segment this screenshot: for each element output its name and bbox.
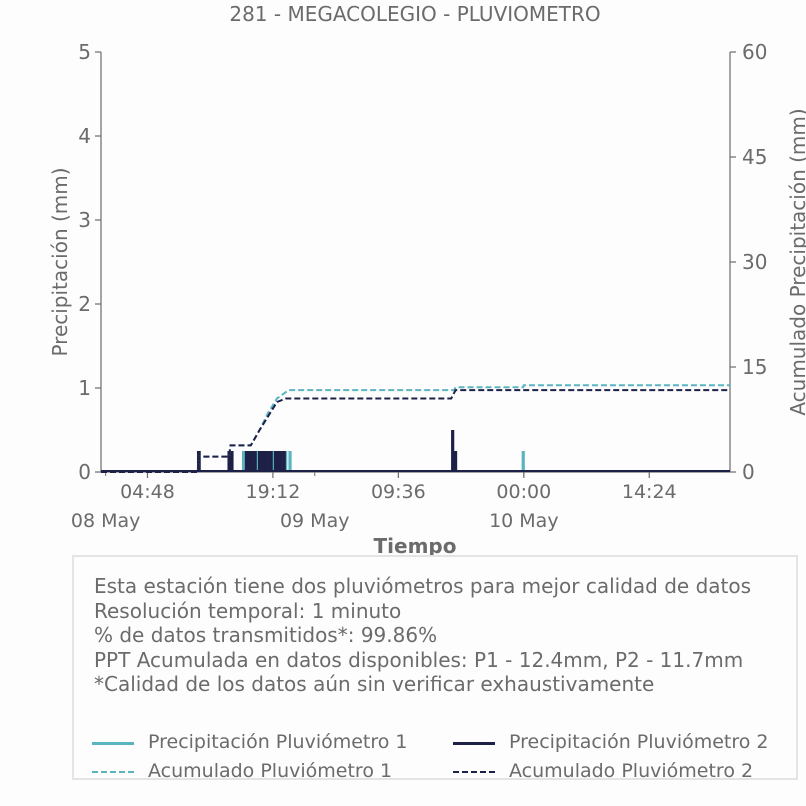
cumulative-lines-layer xyxy=(101,384,730,473)
bar-pluviometro-2 xyxy=(279,451,283,472)
legend-label: Precipitación Pluviómetro 2 xyxy=(509,731,769,753)
x-tick-label: 09:36 xyxy=(371,481,426,503)
bar-pluviometro-2 xyxy=(244,451,249,472)
info-line-accumulated: PPT Acumulada en datos disponibles: P1 -… xyxy=(94,647,744,672)
y-tick-label: 1 xyxy=(78,376,91,400)
y-tick-label: 5 xyxy=(78,40,91,64)
legend-swatch-p2-precip xyxy=(453,742,495,745)
bar-pluviometro-2 xyxy=(257,451,262,472)
y2-tick-label: 60 xyxy=(742,40,767,64)
y-tick-label: 2 xyxy=(78,292,91,316)
legend-label: Precipitación Pluviómetro 1 xyxy=(148,731,408,753)
legend-swatch-p1-cum xyxy=(92,771,134,773)
bar-pluviometro-2 xyxy=(276,451,281,472)
legend-label: Acumulado Pluviómetro 2 xyxy=(509,760,754,782)
bar-pluviometro-2 xyxy=(451,430,455,472)
y2-tick-label: 30 xyxy=(742,250,767,274)
info-line-quality-note: *Calidad de los datos aún sin verificar … xyxy=(94,672,655,696)
bar-pluviometro-2 xyxy=(197,451,201,472)
bars-layer xyxy=(101,430,730,472)
x-date-label: 08 May xyxy=(71,510,141,532)
bar-pluviometro-2 xyxy=(260,451,265,472)
legend-label: Acumulado Pluviómetro 1 xyxy=(148,760,393,782)
x-axis-label: Tiempo xyxy=(374,534,457,558)
legend-swatch-p1-precip xyxy=(92,742,134,745)
x-tick-label: 04:48 xyxy=(120,481,175,503)
y-tick-label: 4 xyxy=(78,124,91,148)
y2-axis-label: Acumulado Precipitación (mm) xyxy=(786,108,806,415)
y-tick-label: 0 xyxy=(78,460,91,484)
x-tick-label: 14:24 xyxy=(622,481,677,503)
bar-pluviometro-2 xyxy=(273,451,278,472)
x-date-label: 09 May xyxy=(280,510,350,532)
precipitation-chart: 281 - MEGACOLEGIO - PLUVIOMETRO 01234501… xyxy=(48,2,806,558)
bar-pluviometro-2 xyxy=(253,451,257,472)
cumulative-line-pluviometro-2 xyxy=(101,389,730,473)
y-tick-label: 3 xyxy=(78,208,91,232)
bar-pluviometro-2 xyxy=(247,451,251,472)
info-line-resolution: Resolución temporal: 1 minuto xyxy=(94,598,402,623)
info-box: Esta estación tiene dos pluviómetros par… xyxy=(72,555,798,782)
y2-tick-label: 15 xyxy=(742,355,767,379)
info-line-transmitted: % de datos transmitidos*: 99.86% xyxy=(94,623,438,647)
bar-pluviometro-1 xyxy=(288,451,292,472)
bar-pluviometro-2 xyxy=(282,451,286,472)
bar-pluviometro-1 xyxy=(521,451,525,472)
y2-tick-label: 45 xyxy=(742,145,767,169)
bar-pluviometro-2 xyxy=(453,451,458,472)
x-date-label: 10 May xyxy=(489,510,559,532)
y-axis-label: Precipitación (mm) xyxy=(48,167,72,356)
bar-pluviometro-2 xyxy=(250,451,254,472)
info-line-stations: Esta estación tiene dos pluviómetros par… xyxy=(94,574,752,598)
chart-title: 281 - MEGACOLEGIO - PLUVIOMETRO xyxy=(229,2,600,26)
y2-tick-label: 0 xyxy=(742,460,755,484)
bar-pluviometro-2 xyxy=(265,451,269,472)
x-tick-label: 00:00 xyxy=(496,481,551,503)
info-text: Esta estación tiene dos pluviómetros par… xyxy=(94,574,751,697)
bar-pluviometro-2 xyxy=(230,451,234,472)
bar-pluviometro-2 xyxy=(269,451,273,472)
x-tick-label: 19:12 xyxy=(246,481,301,503)
legend-swatch-p2-cum xyxy=(453,771,495,773)
